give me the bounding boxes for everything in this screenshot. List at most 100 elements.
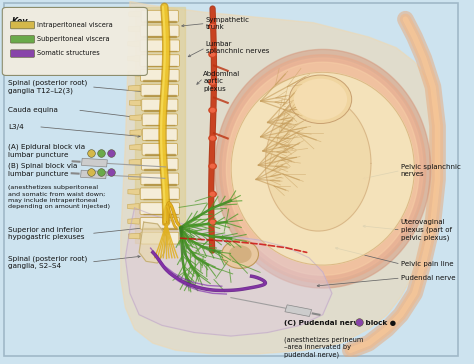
Polygon shape: [129, 11, 140, 17]
Circle shape: [210, 80, 215, 84]
Polygon shape: [130, 145, 141, 150]
Circle shape: [289, 75, 352, 123]
FancyBboxPatch shape: [140, 25, 179, 37]
Polygon shape: [129, 100, 141, 106]
FancyBboxPatch shape: [140, 188, 179, 199]
Text: Spinal (posterior root)
ganglia, S2–S4: Spinal (posterior root) ganglia, S2–S4: [8, 255, 88, 269]
Circle shape: [210, 136, 215, 140]
Polygon shape: [121, 1, 438, 354]
FancyBboxPatch shape: [142, 114, 177, 126]
Polygon shape: [143, 36, 176, 37]
Polygon shape: [128, 85, 140, 91]
Polygon shape: [231, 72, 414, 265]
FancyBboxPatch shape: [140, 70, 179, 81]
FancyBboxPatch shape: [140, 203, 180, 214]
Circle shape: [209, 79, 216, 85]
FancyBboxPatch shape: [141, 84, 179, 96]
Polygon shape: [144, 169, 175, 170]
Text: Spinal (posterior root)
ganglia T12–L2(3): Spinal (posterior root) ganglia T12–L2(3…: [8, 80, 88, 94]
FancyBboxPatch shape: [142, 158, 178, 170]
Polygon shape: [139, 222, 167, 263]
Text: Cauda equina: Cauda equina: [8, 107, 58, 113]
Text: Pelvic splanchnic
nerves: Pelvic splanchnic nerves: [401, 164, 461, 177]
Circle shape: [228, 245, 252, 263]
Polygon shape: [285, 305, 311, 316]
Text: Intraperitoneal viscera: Intraperitoneal viscera: [37, 22, 112, 28]
FancyBboxPatch shape: [2, 7, 147, 75]
Polygon shape: [145, 110, 175, 111]
Text: (A) Epidural block via
lumbar puncture: (A) Epidural block via lumbar puncture: [8, 143, 85, 158]
Circle shape: [210, 193, 215, 196]
Text: (B) Spinal block via
lumbar puncture: (B) Spinal block via lumbar puncture: [8, 163, 78, 177]
FancyBboxPatch shape: [10, 50, 35, 57]
Polygon shape: [128, 56, 139, 62]
FancyBboxPatch shape: [142, 143, 177, 155]
Polygon shape: [144, 184, 176, 185]
Circle shape: [222, 240, 258, 268]
Polygon shape: [128, 203, 139, 209]
Polygon shape: [128, 174, 140, 180]
Circle shape: [210, 220, 215, 224]
Polygon shape: [144, 95, 176, 96]
Text: (C) Pudendal nerve block ●: (C) Pudendal nerve block ●: [284, 320, 396, 325]
Text: (anesthetizes perineum
–area innervated by
pudendal nerve): (anesthetizes perineum –area innervated …: [284, 336, 363, 358]
Circle shape: [210, 52, 215, 56]
Polygon shape: [82, 158, 107, 167]
Polygon shape: [144, 21, 176, 22]
Text: Lumbar
splanchnic nerves: Lumbar splanchnic nerves: [206, 41, 269, 55]
Polygon shape: [265, 96, 371, 231]
Polygon shape: [128, 26, 140, 32]
FancyBboxPatch shape: [140, 40, 180, 52]
FancyBboxPatch shape: [141, 232, 179, 244]
Polygon shape: [143, 228, 177, 229]
Polygon shape: [128, 218, 139, 224]
Polygon shape: [129, 159, 141, 165]
Polygon shape: [143, 80, 176, 81]
Text: Abdominal
aortic
plexus: Abdominal aortic plexus: [203, 71, 241, 92]
FancyBboxPatch shape: [10, 36, 35, 43]
Circle shape: [294, 79, 347, 120]
Text: (anesthetizes subperitoneal
and somatic from waist down;
may include intraperito: (anesthetizes subperitoneal and somatic …: [8, 185, 110, 209]
Text: Sympathetic
trunk: Sympathetic trunk: [206, 17, 250, 30]
Circle shape: [210, 165, 215, 168]
Text: Uterovaginal
plexus (part of
pelvic plexus): Uterovaginal plexus (part of pelvic plex…: [401, 219, 452, 241]
Circle shape: [209, 107, 216, 113]
Polygon shape: [215, 50, 431, 288]
Circle shape: [209, 51, 216, 57]
Circle shape: [210, 24, 215, 28]
FancyBboxPatch shape: [141, 173, 179, 185]
Text: Pudendal nerve: Pudendal nerve: [401, 275, 456, 281]
Circle shape: [209, 191, 216, 197]
Polygon shape: [128, 41, 139, 47]
Text: Superior and inferior
hypogastric plexuses: Superior and inferior hypogastric plexus…: [8, 227, 85, 240]
Circle shape: [209, 163, 216, 169]
FancyBboxPatch shape: [141, 10, 178, 22]
Text: L3/4: L3/4: [8, 124, 24, 130]
Circle shape: [209, 23, 216, 29]
Circle shape: [209, 135, 216, 141]
Polygon shape: [145, 125, 174, 126]
FancyBboxPatch shape: [140, 217, 179, 229]
Polygon shape: [219, 55, 426, 283]
Polygon shape: [128, 233, 140, 239]
Polygon shape: [222, 58, 423, 280]
FancyBboxPatch shape: [142, 99, 178, 111]
Polygon shape: [130, 130, 141, 135]
Polygon shape: [130, 115, 141, 120]
FancyBboxPatch shape: [140, 55, 180, 67]
Text: Pelvic pain line: Pelvic pain line: [401, 261, 453, 267]
Polygon shape: [227, 62, 419, 275]
Polygon shape: [145, 139, 174, 140]
Polygon shape: [125, 208, 332, 336]
Polygon shape: [128, 71, 139, 76]
Text: Somatic structures: Somatic structures: [37, 50, 100, 56]
FancyBboxPatch shape: [4, 3, 458, 356]
Polygon shape: [145, 154, 175, 155]
Polygon shape: [81, 170, 106, 179]
Circle shape: [209, 219, 216, 225]
Text: Subperitoneal viscera: Subperitoneal viscera: [37, 36, 109, 42]
Circle shape: [210, 108, 215, 112]
Text: Key: Key: [11, 17, 28, 26]
FancyBboxPatch shape: [142, 129, 177, 141]
Polygon shape: [128, 189, 139, 194]
